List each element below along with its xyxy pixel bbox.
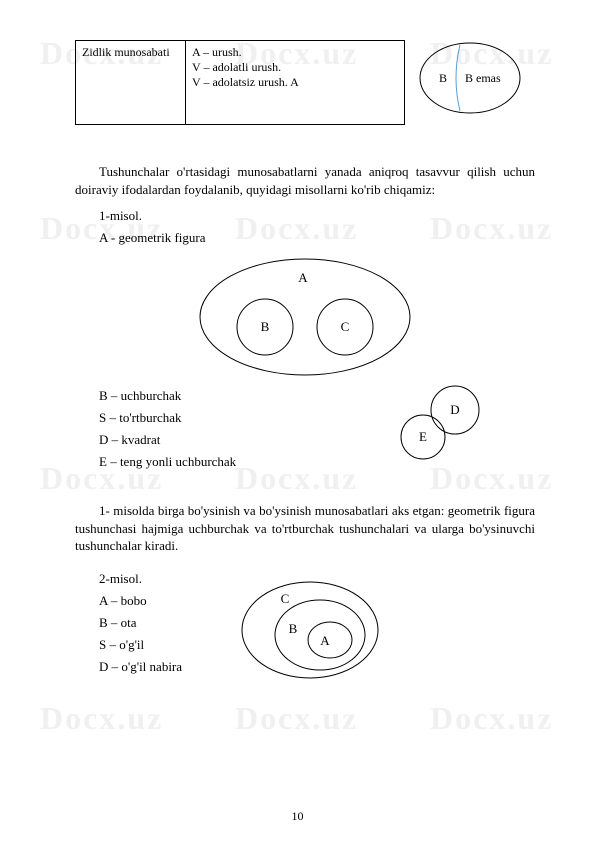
table-cell-right: A – urush. V – adolatli urush. V – adola… [186,41,405,125]
svg-text:E: E [419,429,427,444]
paragraph-1: Tushunchalar o'rtasidagi munosabatlarni … [75,163,535,198]
misol2-a: A – bobo [75,593,225,609]
svg-text:C: C [281,591,290,606]
misol2-b: B – ota [75,615,225,631]
svg-text:B: B [289,621,298,636]
definition-table: Zidlik munosabati A – urush. V – adolatl… [75,40,405,125]
misol1-s: S – to'rtburchak [75,410,395,426]
table-line-2: V – adolatli urush. [192,60,398,75]
svg-text:A: A [320,633,330,648]
diagram1-de: DE [395,382,495,472]
watermark: Docx.uz [235,700,358,737]
misol1-e: E – teng yonli uchburchak [75,454,395,470]
watermark: Docx.uz [40,700,163,737]
table-cell-left: Zidlik munosabati [76,41,186,125]
svg-text:A: A [298,270,308,285]
diagram1-main: A B C [185,252,425,382]
misol1-d: D – kvadrat [75,432,395,448]
diagram2-nested: CB A [235,575,395,690]
svg-text:B: B [261,319,270,334]
table-col1: Zidlik munosabati [82,45,170,59]
misol1-b: B – uchburchak [75,388,395,404]
svg-text:B emas: B emas [465,71,501,85]
misol2-s: S – o'g'il [75,637,225,653]
table-line-1: A – urush. [192,45,398,60]
paragraph-2: 1- misolda birga bo'ysinish va bo'ysinis… [75,502,535,555]
misol2-d: D – o'g'il nabira [75,659,225,675]
misol2-title: 2-misol. [75,571,225,587]
page-number: 10 [292,809,304,824]
table-line-3: V – adolatsiz urush. A [192,75,398,90]
svg-text:D: D [450,402,459,417]
misol1-title: 1-misol. [75,208,535,224]
watermark: Docx.uz [430,700,553,737]
svg-text:B: B [439,71,447,85]
top-row: Zidlik munosabati A – urush. V – adolatl… [75,40,535,125]
misol1-a: A - geometrik figura [75,230,535,246]
svg-text:C: C [341,319,350,334]
ellipse-b-bemas: B B emas [415,40,535,120]
